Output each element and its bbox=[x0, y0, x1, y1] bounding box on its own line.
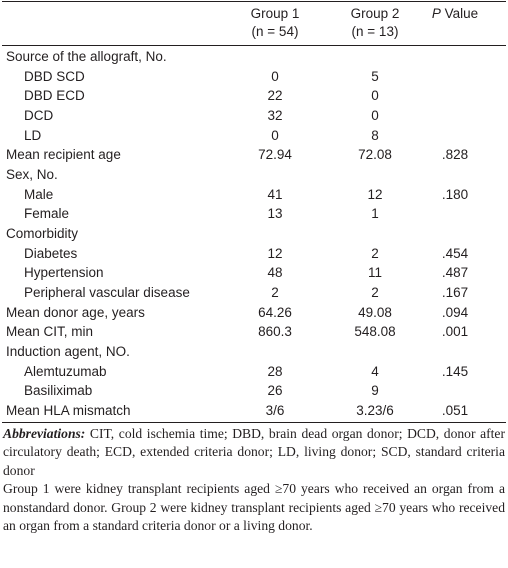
note: Group 1 were kidney transplant recipient… bbox=[3, 481, 505, 534]
cell: 11 bbox=[367, 265, 383, 281]
row-label: Male bbox=[24, 186, 54, 202]
cell: 26 bbox=[267, 383, 283, 399]
cell: 2 bbox=[371, 285, 379, 301]
row-label: Basiliximab bbox=[24, 383, 93, 399]
row-label: DBD ECD bbox=[24, 88, 85, 104]
cell: 12 bbox=[367, 186, 383, 202]
cell: 3.23/6 bbox=[356, 403, 394, 419]
row-label: DBD SCD bbox=[24, 68, 85, 84]
cell: 2 bbox=[271, 285, 279, 301]
cell: 28 bbox=[267, 363, 283, 379]
row-label: Mean donor age, years bbox=[6, 304, 145, 320]
cell: .454 bbox=[441, 245, 469, 261]
cell: 72.94 bbox=[258, 147, 292, 163]
row-label: Source of the allograft, No. bbox=[6, 49, 167, 64]
cell: 8 bbox=[371, 127, 379, 143]
column-n: (n = 54) bbox=[251, 24, 299, 39]
p-rest: Value bbox=[444, 6, 479, 21]
cell: 12 bbox=[267, 245, 283, 261]
p-italic: P bbox=[431, 6, 441, 21]
column-header: Group 1 bbox=[250, 6, 300, 21]
abbreviations-label: Abbreviations: bbox=[3, 426, 86, 441]
bottom-rule bbox=[2, 422, 506, 423]
top-rule bbox=[2, 1, 506, 2]
cell: 548.08 bbox=[354, 324, 396, 340]
cell: .828 bbox=[441, 147, 469, 163]
column-n: (n = 13) bbox=[351, 24, 399, 39]
cell: 1 bbox=[371, 206, 379, 222]
row-label: Hypertension bbox=[24, 265, 104, 281]
cell: 64.26 bbox=[258, 304, 292, 320]
row-label: Comorbidity bbox=[6, 226, 79, 242]
cell: 4 bbox=[371, 363, 379, 379]
cell: 22 bbox=[267, 88, 283, 104]
footnotes: Abbreviations: CIT, cold ischemia time; … bbox=[3, 425, 505, 535]
row-label: Diabetes bbox=[24, 245, 78, 261]
cell: 41 bbox=[267, 186, 283, 202]
row-label: DCD bbox=[24, 108, 54, 123]
cell: .180 bbox=[441, 186, 469, 202]
cell: .001 bbox=[441, 324, 469, 340]
cell: 5 bbox=[371, 68, 379, 84]
row-label: Peripheral vascular disease bbox=[24, 285, 190, 301]
cell: 72.08 bbox=[358, 147, 392, 163]
cell: 49.08 bbox=[358, 304, 392, 320]
row-label: Female bbox=[24, 206, 70, 222]
cell: 0 bbox=[371, 88, 379, 104]
cell: 0 bbox=[271, 127, 279, 143]
cell: 13 bbox=[267, 206, 283, 222]
cell: .094 bbox=[441, 304, 469, 320]
cell: 48 bbox=[267, 265, 283, 281]
row-label: Mean CIT, min bbox=[6, 324, 94, 340]
cell: 9 bbox=[371, 383, 379, 399]
row-label: Sex, No. bbox=[6, 167, 58, 183]
header-rule bbox=[2, 45, 506, 46]
row-label: LD bbox=[24, 127, 42, 143]
p-value-header: P Value bbox=[432, 5, 478, 23]
cell: 2 bbox=[371, 245, 379, 261]
cell: .051 bbox=[441, 403, 469, 419]
cell: 0 bbox=[371, 108, 379, 123]
row-label: Mean HLA mismatch bbox=[6, 403, 131, 419]
row-label: Alemtuzumab bbox=[24, 363, 107, 379]
cell: 860.3 bbox=[258, 324, 292, 340]
abbreviations: Abbreviations: CIT, cold ischemia time; … bbox=[3, 425, 505, 480]
cell: 3/6 bbox=[265, 403, 285, 419]
cell: 32 bbox=[267, 108, 283, 123]
cell: .167 bbox=[441, 285, 469, 301]
row-label: Induction agent, NO. bbox=[6, 344, 130, 360]
cell: .487 bbox=[441, 265, 469, 281]
abbreviations-text: CIT, cold ischemia time; DBD, brain dead… bbox=[3, 426, 505, 478]
row-label: Mean recipient age bbox=[6, 147, 121, 163]
column-header: Group 2 bbox=[350, 6, 400, 21]
cell: 0 bbox=[271, 68, 279, 84]
cell: .145 bbox=[441, 363, 469, 379]
